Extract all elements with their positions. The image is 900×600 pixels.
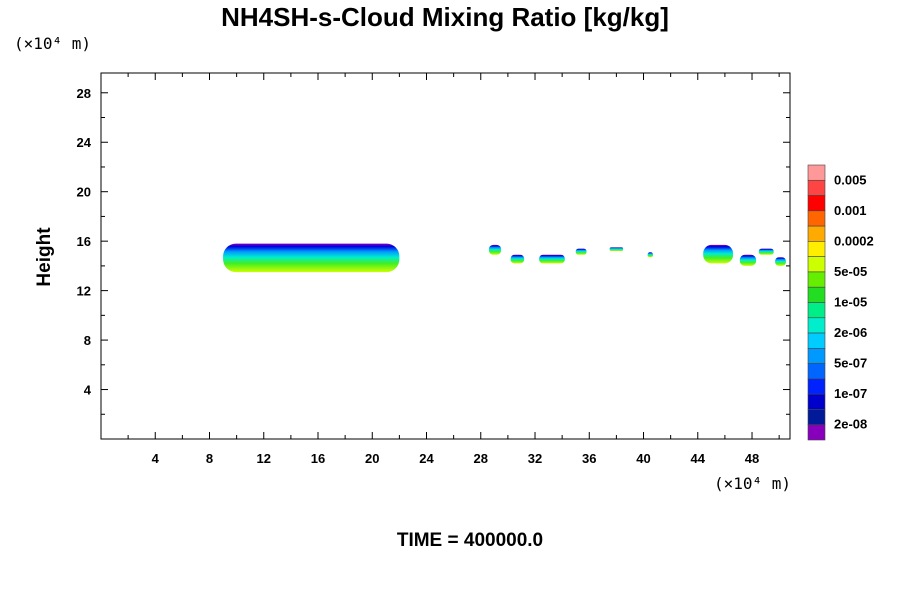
cloud-region-11 xyxy=(775,257,786,266)
colorbar-swatch xyxy=(807,271,826,288)
colorbar-swatch xyxy=(807,241,826,257)
colorbar-swatch xyxy=(807,424,826,441)
y-tick-label: 28 xyxy=(77,86,91,101)
x-tick-label: 36 xyxy=(582,451,596,466)
colorbar-label: 0.005 xyxy=(834,172,867,187)
x-tick-label: 28 xyxy=(474,451,488,466)
cloud-region-8 xyxy=(703,244,734,264)
cloud-region-1 xyxy=(223,243,400,273)
y-tick-label: 16 xyxy=(77,234,91,249)
colorbar-label: 2e-06 xyxy=(834,325,867,340)
cloud-region-2 xyxy=(488,244,502,255)
x-tick-label: 12 xyxy=(257,451,271,466)
cloud-region-3 xyxy=(510,254,525,264)
y-axis-title: Height xyxy=(34,227,55,287)
colorbar-swatch xyxy=(807,210,826,227)
cloud-fields xyxy=(223,243,786,273)
cloud-region-4 xyxy=(539,254,565,264)
colorbar-swatch xyxy=(807,393,826,410)
colorbar-label: 1e-07 xyxy=(834,386,867,401)
colorbar-swatch xyxy=(807,348,826,364)
y-tick-label: 8 xyxy=(84,333,91,348)
colorbar-swatch xyxy=(807,195,826,212)
x-tick-label: 8 xyxy=(206,451,213,466)
colorbar-label: 0.001 xyxy=(834,203,867,218)
plot-frame xyxy=(100,72,791,440)
x-tick-label: 4 xyxy=(152,451,160,466)
colorbar-label: 5e-05 xyxy=(834,264,867,279)
cloud-region-10 xyxy=(758,248,774,255)
y-tick-label: 20 xyxy=(77,185,91,200)
colorbar-swatch xyxy=(807,225,826,242)
y-tick-label: 24 xyxy=(77,135,92,150)
cloud-region-6 xyxy=(609,247,624,252)
y-axis-unit: (×10⁴ m) xyxy=(14,34,92,53)
colorbar-label: 5e-07 xyxy=(834,356,867,371)
colorbar-swatch xyxy=(807,317,826,334)
cloud-region-5 xyxy=(575,248,587,255)
colorbar: 0.005 0.001 0.0002 5e-05 1e-05 2e-06 5e-07 1e-0… xyxy=(807,164,874,441)
cloud-region-7 xyxy=(647,252,654,258)
colorbar-swatch xyxy=(807,164,826,181)
colorbar-swatch xyxy=(807,179,826,196)
colorbar-swatch xyxy=(807,256,826,273)
y-tick-label: 12 xyxy=(77,284,91,299)
x-tick-label: 44 xyxy=(691,451,706,466)
colorbar-label: 0.0002 xyxy=(834,233,874,248)
chart-title: NH4SH-s-Cloud Mixing Ratio [kg/kg] xyxy=(221,2,669,32)
colorbar-swatch xyxy=(807,302,826,319)
colorbar-swatch xyxy=(807,378,826,395)
x-tick-label: 48 xyxy=(745,451,759,466)
colorbar-label: 1e-05 xyxy=(834,295,867,310)
colorbar-swatch xyxy=(807,286,826,303)
x-tick-label: 40 xyxy=(636,451,650,466)
cloud-region-9 xyxy=(739,254,757,266)
x-tick-label: 16 xyxy=(311,451,325,466)
colorbar-label: 2e-08 xyxy=(834,417,867,432)
x-tick-label: 32 xyxy=(528,451,542,466)
x-tick-label: 24 xyxy=(419,451,434,466)
x-axis-unit: (×10⁴ m) xyxy=(714,474,792,493)
colorbar-swatch xyxy=(807,332,826,349)
colorbar-swatch xyxy=(807,363,826,380)
x-tick-label: 20 xyxy=(365,451,379,466)
colorbar-swatch xyxy=(807,409,826,426)
y-tick-label: 4 xyxy=(84,383,92,398)
time-label: TIME = 400000.0 xyxy=(396,530,544,551)
